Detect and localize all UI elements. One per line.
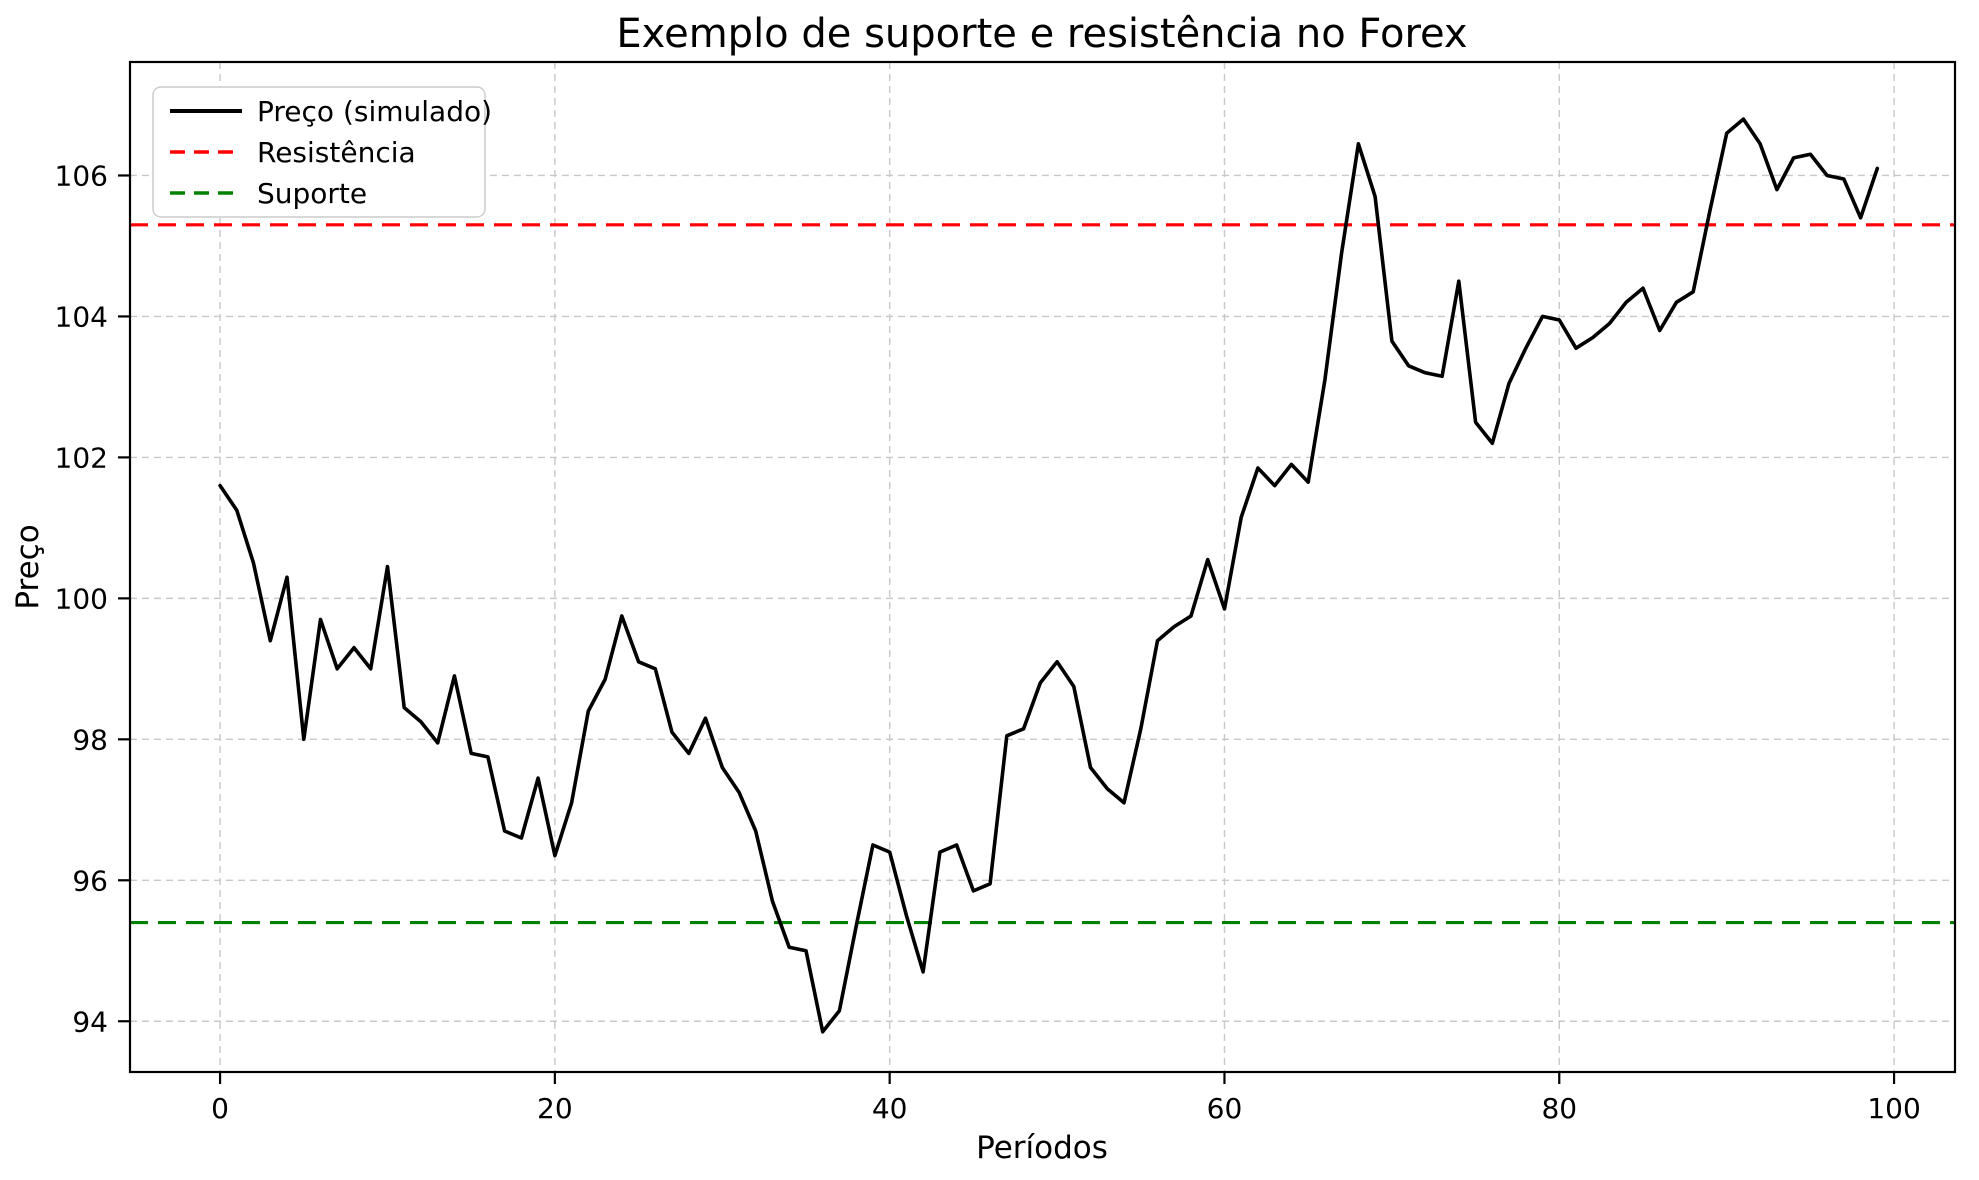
x-tick-label: 0 xyxy=(211,1092,229,1125)
y-tick-label: 104 xyxy=(55,300,108,333)
y-axis-label: Preço xyxy=(10,524,46,609)
chart-title: Exemplo de suporte e resistência no Fore… xyxy=(616,11,1467,57)
y-tick-label: 96 xyxy=(72,864,108,897)
y-tick-label: 102 xyxy=(55,441,108,474)
x-tick-label: 20 xyxy=(537,1092,573,1125)
y-tick-label: 106 xyxy=(55,159,108,192)
y-tick-label: 98 xyxy=(72,723,108,756)
legend-label-support: Suporte xyxy=(257,177,367,210)
price-series xyxy=(218,117,1880,1034)
y-tick-label: 100 xyxy=(55,582,108,615)
x-tick-label: 80 xyxy=(1541,1092,1577,1125)
reference-lines xyxy=(130,223,1955,925)
legend: Preço (simulado) Resistência Suporte xyxy=(152,86,492,218)
legend-label-price: Preço (simulado) xyxy=(257,95,492,128)
legend-label-resistance: Resistência xyxy=(257,136,416,169)
price-line xyxy=(218,117,1880,1034)
x-tick-label: 100 xyxy=(1867,1092,1920,1125)
axes: 0 20 40 60 80 100 94 96 98 100 102 104 106 xyxy=(55,60,1957,1125)
x-axis-label: Períodos xyxy=(976,1130,1108,1166)
y-tick-label: 94 xyxy=(72,1005,108,1038)
x-tick-label: 40 xyxy=(872,1092,908,1125)
legend-box xyxy=(152,86,486,218)
plot-border xyxy=(128,60,1957,1074)
x-tick-label: 60 xyxy=(1207,1092,1243,1125)
